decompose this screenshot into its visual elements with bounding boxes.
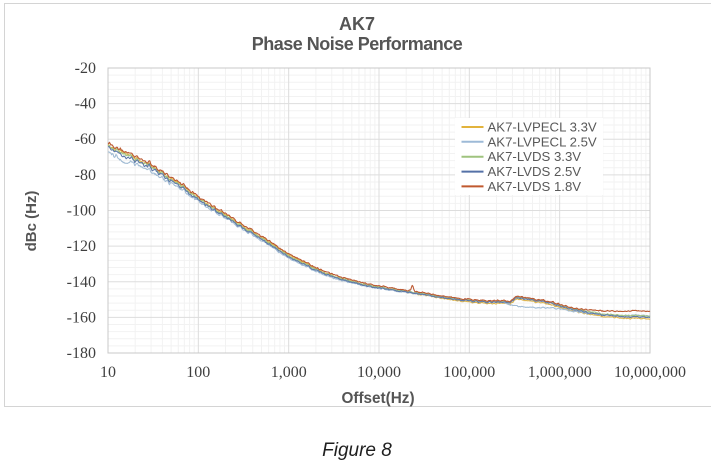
- svg-text:-20: -20: [75, 60, 96, 77]
- svg-text:AK7-LVPECL 3.3V: AK7-LVPECL 3.3V: [488, 120, 597, 135]
- svg-text:-180: -180: [67, 345, 96, 362]
- svg-text:Phase Noise Performance: Phase Noise Performance: [252, 34, 463, 54]
- svg-text:1,000: 1,000: [271, 364, 307, 381]
- svg-text:10: 10: [100, 364, 116, 381]
- svg-text:10,000,000: 10,000,000: [614, 364, 686, 381]
- svg-text:100,000: 100,000: [443, 364, 495, 381]
- svg-text:-160: -160: [67, 309, 96, 326]
- svg-text:AK7-LVDS 1.8V: AK7-LVDS 1.8V: [488, 179, 582, 194]
- svg-text:-140: -140: [67, 274, 96, 291]
- svg-text:dBc (Hz): dBc (Hz): [23, 191, 40, 252]
- svg-text:AK7: AK7: [339, 14, 375, 34]
- svg-text:Offset(Hz): Offset(Hz): [341, 390, 414, 407]
- svg-text:-120: -120: [67, 238, 96, 255]
- svg-text:1,000,000: 1,000,000: [528, 364, 592, 381]
- svg-text:-100: -100: [67, 203, 96, 220]
- svg-text:-60: -60: [75, 131, 96, 148]
- svg-text:Figure 8: Figure 8: [322, 440, 392, 461]
- svg-text:10,000: 10,000: [357, 364, 401, 381]
- svg-text:-80: -80: [75, 167, 96, 184]
- svg-text:AK7-LVPECL 2.5V: AK7-LVPECL 2.5V: [488, 134, 597, 149]
- svg-text:-40: -40: [75, 96, 96, 113]
- svg-text:AK7-LVDS 3.3V: AK7-LVDS 3.3V: [488, 149, 582, 164]
- svg-text:AK7-LVDS 2.5V: AK7-LVDS 2.5V: [488, 164, 582, 179]
- svg-text:100: 100: [186, 364, 210, 381]
